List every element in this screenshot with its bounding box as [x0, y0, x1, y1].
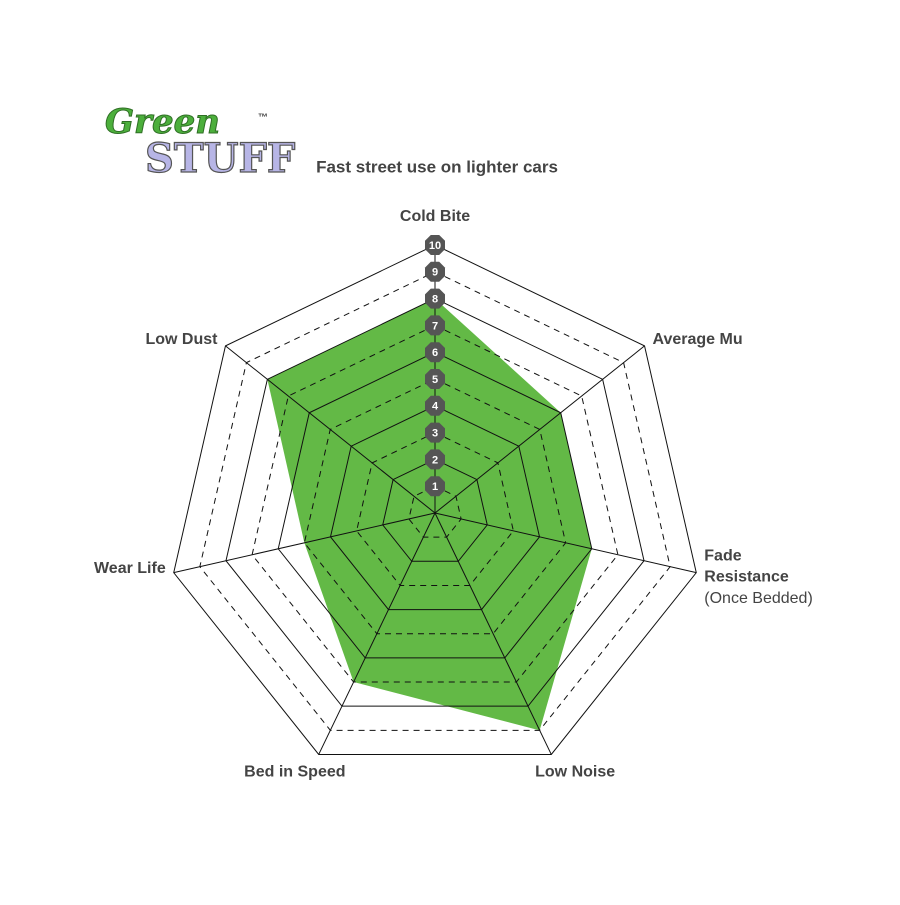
grid-ring: [356, 432, 514, 586]
tick-badge: [425, 395, 445, 416]
tick-label: 9: [432, 267, 438, 279]
tick-label: 4: [432, 401, 439, 413]
tick-label: 7: [432, 320, 438, 332]
tick-label: 8: [432, 294, 438, 306]
axis-line: [434, 345, 645, 514]
axis-line: [318, 512, 436, 755]
tick-badge: [425, 449, 445, 470]
axis-line: [434, 512, 552, 755]
tick-badge: [425, 422, 445, 443]
axis-line: [225, 345, 436, 514]
logo-stuff: STUFF: [145, 135, 295, 182]
axis-line: [434, 512, 697, 574]
grid-ring: [225, 298, 645, 707]
tick-label: 1: [432, 481, 438, 493]
axis-line: [173, 512, 436, 574]
grid-ring: [173, 244, 697, 755]
category-note: (Once Bedded): [704, 590, 813, 607]
tick-badge: [425, 315, 445, 336]
tick-label: 3: [432, 428, 438, 440]
tick-badge: [425, 476, 445, 497]
tick-badge: [425, 342, 445, 363]
tick-badge: [425, 288, 445, 309]
category-label: Average Mu: [653, 331, 743, 348]
tick-badge: [425, 261, 445, 282]
chart-title: Fast street use on lighter cars: [316, 157, 558, 176]
tick-label: 2: [432, 454, 438, 466]
grid-ring: [251, 324, 619, 683]
grid-ring: [329, 405, 541, 611]
category-label: Fade Resistance: [704, 548, 789, 586]
category-label: Cold Bite: [400, 208, 470, 225]
tick-label: 5: [432, 374, 438, 386]
grid-ring: [408, 485, 462, 538]
logo-tm: ™: [258, 113, 268, 124]
tick-badge: [425, 369, 445, 389]
grid-ring: [199, 271, 671, 731]
grid-ring: [277, 351, 593, 659]
category-label: Bed in Speed: [244, 764, 345, 781]
category-label: Low Dust: [145, 331, 218, 348]
grid-ring: [303, 378, 567, 635]
logo-green: Green: [105, 102, 220, 142]
category-label: Wear Life: [94, 560, 166, 577]
tick-label: 6: [432, 347, 438, 359]
tick-label: 10: [429, 240, 441, 252]
tick-badge: [425, 235, 445, 255]
category-label: Low Noise: [535, 764, 615, 781]
grid-ring: [382, 458, 488, 562]
logo: Green STUFF ™: [105, 102, 296, 183]
